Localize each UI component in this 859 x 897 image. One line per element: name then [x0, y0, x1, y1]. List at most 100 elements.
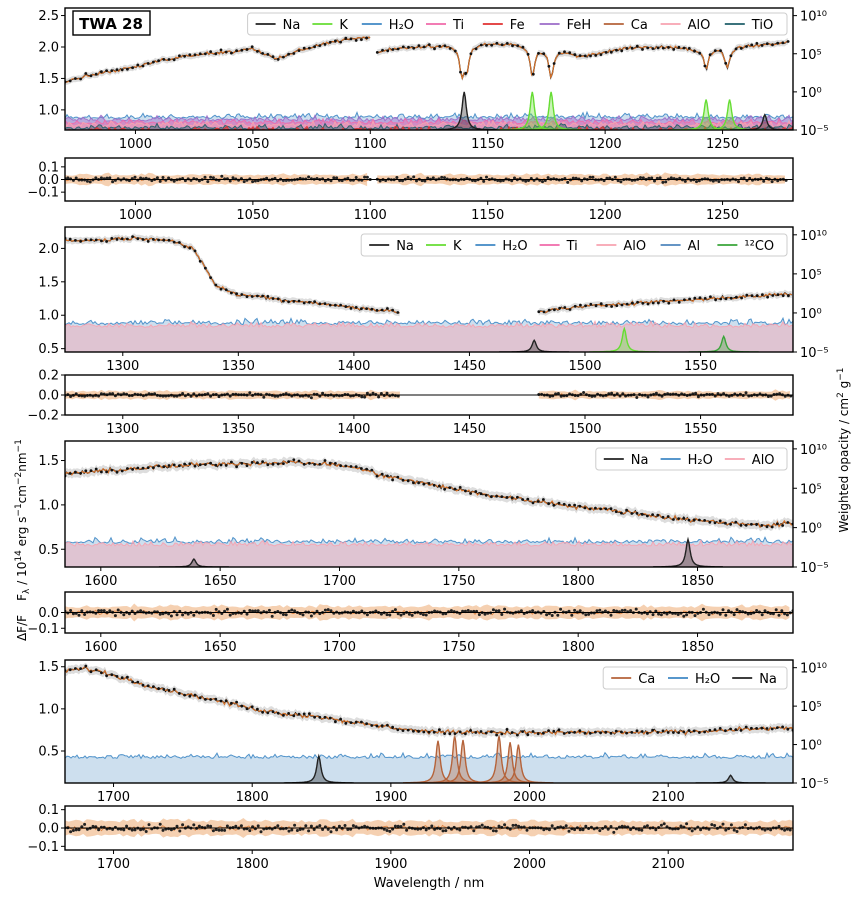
residual-point — [396, 612, 400, 616]
residual-point — [363, 175, 367, 179]
data-point — [282, 714, 285, 717]
x-tick-label: 2100 — [652, 790, 685, 805]
data-point — [698, 518, 701, 522]
data-point — [141, 64, 145, 68]
residual-point — [242, 180, 246, 184]
data-point — [614, 729, 618, 733]
data-point — [349, 307, 353, 310]
residual-point — [167, 176, 171, 180]
residual-plot-area — [65, 603, 793, 622]
opacity-tick-label: 10⁻⁵ — [800, 777, 829, 792]
data-point — [146, 466, 150, 469]
opacity-peak-fill — [499, 340, 570, 352]
data-point — [224, 288, 228, 292]
data-point — [256, 294, 259, 298]
data-point — [318, 462, 322, 466]
opacity-tick-label: 10¹⁰ — [800, 10, 827, 25]
error-band — [377, 38, 789, 82]
residual-point — [466, 609, 470, 612]
x-tick-label: 1000 — [119, 137, 152, 152]
y-tick-label: 0.5 — [38, 543, 59, 558]
data-point — [578, 504, 582, 508]
residual-point — [365, 613, 369, 617]
data-point — [193, 249, 197, 253]
data-point — [771, 43, 774, 47]
residual-point — [584, 824, 588, 828]
data-point — [776, 522, 779, 526]
data-point — [718, 519, 722, 523]
data-point — [495, 41, 499, 45]
y-axis-label-residual: ΔF/F — [15, 615, 29, 641]
data-point — [573, 503, 576, 507]
data-point — [745, 45, 748, 48]
y-tick-label: 2.0 — [38, 242, 59, 257]
data-point — [146, 684, 150, 688]
data-point — [547, 308, 551, 312]
data-point — [235, 700, 239, 704]
data-point — [750, 43, 754, 47]
data-point — [432, 730, 436, 734]
residual-y-tick-label: 0.2 — [38, 369, 59, 384]
residual-point — [147, 823, 151, 827]
data-point — [94, 238, 98, 242]
data-point — [266, 463, 270, 467]
opacity-fill-AlO — [65, 540, 793, 567]
residual-point — [483, 612, 487, 616]
data-point — [287, 712, 290, 715]
data-point — [474, 47, 478, 51]
residual-point — [567, 609, 571, 613]
data-point — [282, 299, 285, 303]
opacity-fill-H2O — [65, 318, 793, 352]
residual-x-tick-label: 1650 — [204, 640, 237, 655]
residual-point — [641, 176, 645, 180]
data-point — [474, 731, 478, 734]
data-point — [401, 729, 405, 732]
residual-point — [777, 613, 781, 617]
data-point — [256, 707, 259, 711]
data-point — [500, 732, 504, 736]
residual-point — [718, 612, 722, 616]
data-point — [636, 300, 639, 304]
residual-point — [378, 179, 382, 183]
residual-point — [122, 828, 126, 832]
data-point — [136, 680, 140, 684]
data-point — [235, 292, 239, 296]
data-point — [250, 705, 254, 709]
residual-point — [659, 823, 663, 827]
x-tick-label: 1550 — [684, 359, 717, 374]
data-point — [401, 45, 405, 49]
data-point — [204, 698, 207, 701]
residual-y-tick-label: 0.0 — [38, 173, 59, 188]
y-tick-label: 1.0 — [38, 309, 59, 324]
residual-point — [491, 608, 495, 612]
residual-point — [256, 824, 260, 828]
data-point — [781, 725, 784, 729]
data-point — [146, 62, 150, 65]
residual-point — [780, 609, 784, 613]
data-point — [459, 70, 462, 74]
data-point — [516, 495, 519, 499]
residual-x-tick-label: 1400 — [337, 422, 370, 437]
data-point — [547, 64, 551, 68]
data-point — [661, 515, 665, 519]
data-point — [380, 308, 384, 312]
x-tick-label: 1450 — [453, 359, 486, 374]
data-point — [724, 297, 728, 301]
data-point — [198, 463, 202, 467]
residual-point — [83, 613, 87, 616]
residual-point — [559, 607, 563, 611]
residual-point — [161, 828, 165, 832]
residual-point — [763, 828, 767, 832]
data-point — [120, 68, 124, 72]
residual-x-tick-label: 1800 — [236, 857, 269, 872]
data-point — [490, 495, 493, 499]
residual-point — [598, 608, 602, 612]
residual-point — [312, 828, 316, 831]
y-axis-label-opacity: Weighted opacity / cm2 g−1 — [836, 367, 851, 532]
residual-point — [293, 609, 297, 613]
residual-point — [774, 608, 778, 612]
residual-point — [337, 824, 341, 828]
residual-point — [595, 609, 599, 613]
residual-point — [209, 394, 213, 398]
data-point — [662, 299, 665, 303]
